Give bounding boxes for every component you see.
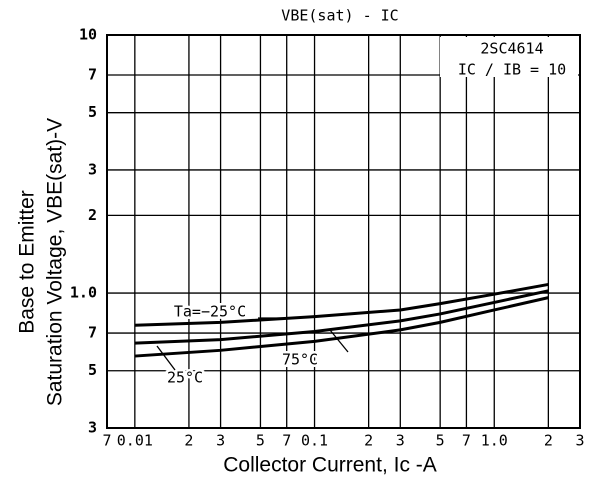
x-tick-label: 5 [256,432,265,450]
y-tick-label: 3 [88,419,97,437]
label-arrow [156,345,176,371]
x-tick-label: 0.01 [117,432,153,450]
x-axis-label: Collector Current, Ic -A [223,454,437,477]
annotation: 2SC4614 [480,40,543,58]
annotation-box [440,37,578,77]
y-tick-label: 3 [88,160,97,178]
chart-title: VBE(sat) - IC [281,7,398,25]
y-tick-label: 5 [88,103,97,121]
curve-label: 25°C [167,369,203,387]
curve-label: 75°C [282,351,318,369]
y-axis-label: Base to Emitter [16,190,39,334]
x-tick-label: 3 [216,432,225,450]
annotation: IC / IB = 10 [458,61,566,79]
y-tick-label: 10 [79,26,97,44]
curve-label-bg: Ta=−25°C [174,303,246,321]
curve-label-bg: 25°C [167,369,203,387]
plot-frame [106,34,581,429]
x-tick-label: 2 [364,432,373,450]
y-tick-label: 7 [88,324,97,342]
x-tick-label: 2 [544,432,553,450]
y-axis-label: Saturation Voltage, VBE(sat)-V [44,118,67,406]
x-tick-label: 2 [184,432,193,450]
y-tick-label: 5 [88,361,97,379]
curve [134,289,549,345]
x-tick-label: 0.1 [301,432,328,450]
x-tick-label: 3 [575,432,584,450]
curve [134,296,549,358]
x-tick-label: 7 [282,432,291,450]
label-arrow [329,329,349,353]
curve-label: Ta=−25°C [174,303,246,321]
y-tick-label: 7 [88,65,97,83]
x-tick-label: 3 [396,432,405,450]
curve-label-bg: 75°C [282,351,318,369]
curve [134,282,549,327]
x-tick-label: 7 [462,432,471,450]
y-tick-label: 1.0 [70,284,97,302]
x-tick-label: 7 [102,432,111,450]
x-tick-label: 5 [436,432,445,450]
y-tick-label: 2 [88,206,97,224]
x-tick-label: 1.0 [481,432,508,450]
